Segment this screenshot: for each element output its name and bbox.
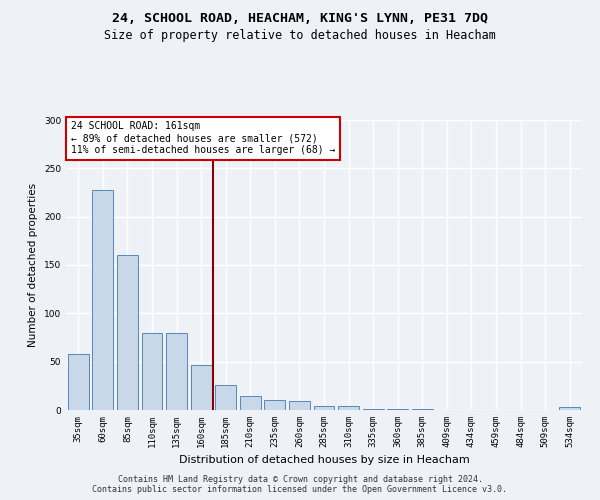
Bar <box>142 332 163 410</box>
Y-axis label: Number of detached properties: Number of detached properties <box>28 183 38 347</box>
Bar <box>68 354 89 410</box>
X-axis label: Distribution of detached houses by size in Heacham: Distribution of detached houses by size … <box>179 456 469 466</box>
Text: 24 SCHOOL ROAD: 161sqm
← 89% of detached houses are smaller (572)
11% of semi-de: 24 SCHOOL ROAD: 161sqm ← 89% of detached… <box>71 122 335 154</box>
Bar <box>412 409 433 410</box>
Bar <box>362 409 383 410</box>
Bar <box>240 396 261 410</box>
Bar <box>314 406 334 410</box>
Bar <box>92 190 113 410</box>
Bar <box>166 332 187 410</box>
Bar <box>387 409 408 410</box>
Bar <box>289 402 310 410</box>
Text: Contains HM Land Registry data © Crown copyright and database right 2024.
Contai: Contains HM Land Registry data © Crown c… <box>92 474 508 494</box>
Bar <box>191 364 212 410</box>
Bar <box>559 407 580 410</box>
Text: 24, SCHOOL ROAD, HEACHAM, KING'S LYNN, PE31 7DQ: 24, SCHOOL ROAD, HEACHAM, KING'S LYNN, P… <box>112 12 488 26</box>
Text: Size of property relative to detached houses in Heacham: Size of property relative to detached ho… <box>104 29 496 42</box>
Bar <box>117 256 138 410</box>
Bar <box>215 385 236 410</box>
Bar <box>265 400 286 410</box>
Bar <box>338 406 359 410</box>
